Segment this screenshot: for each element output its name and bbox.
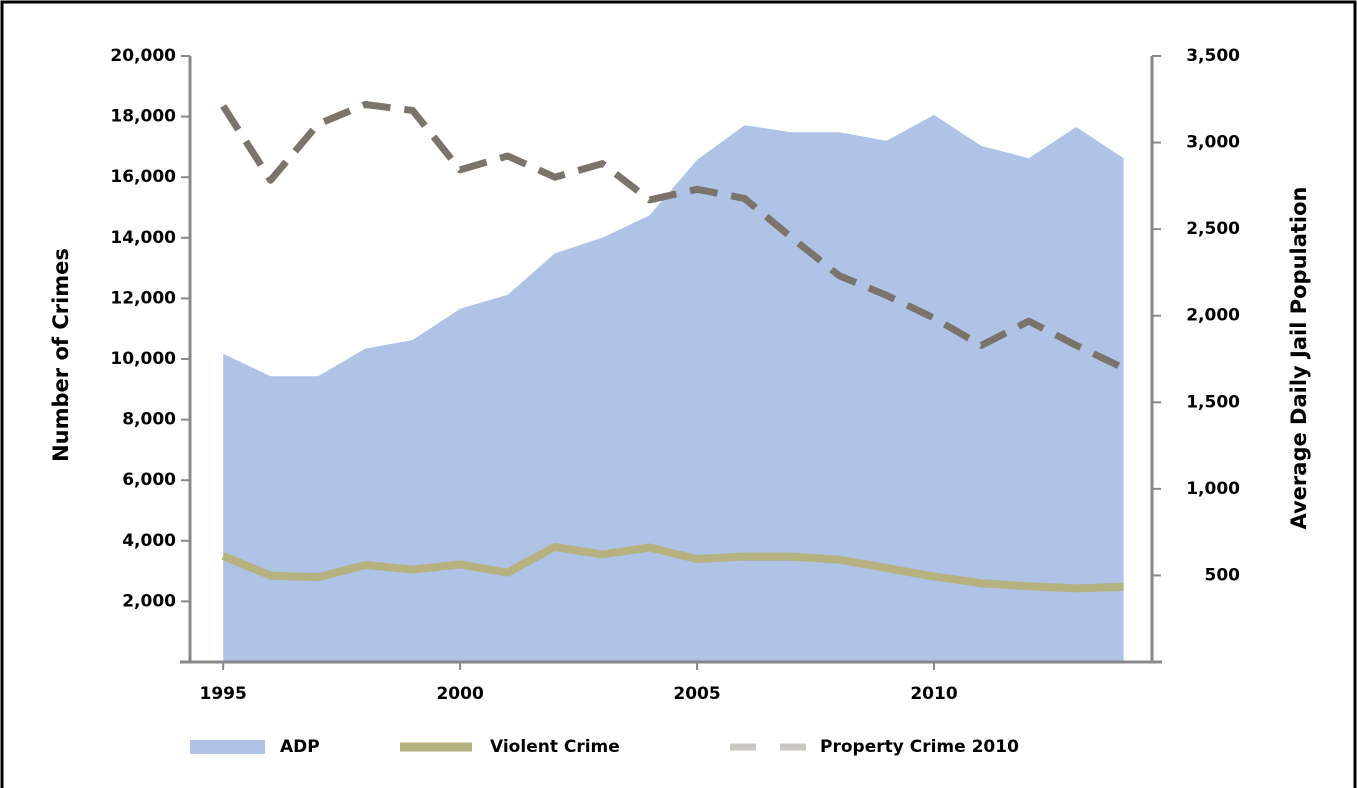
legend-label: Violent Crime <box>490 737 620 757</box>
x-tick-label: 2005 <box>673 684 720 704</box>
y-tick-label: 6,000 <box>122 470 176 490</box>
legend-swatch <box>190 740 265 754</box>
y-tick-label: 12,000 <box>110 288 176 308</box>
y2-tick-label: 500 <box>1205 565 1241 585</box>
y-axis-title: Number of Crimes <box>49 248 73 462</box>
line <box>221 542 1124 593</box>
y-tick-label: 16,000 <box>110 167 176 187</box>
y-tick-label: 10,000 <box>110 349 176 369</box>
y2-tick-label: 1,000 <box>1186 479 1240 499</box>
x-tick-label: 2010 <box>910 684 957 704</box>
x-tick-label: 1995 <box>200 684 247 704</box>
legend-label: Property Crime 2010 <box>820 737 1019 757</box>
legend-label: ADP <box>280 737 320 757</box>
y-tick-label: 18,000 <box>110 107 176 127</box>
y-tick-label: 4,000 <box>122 531 176 551</box>
line <box>220 101 1126 372</box>
y2-tick-label: 3,000 <box>1186 133 1240 153</box>
y2-tick-label: 2,000 <box>1186 306 1240 326</box>
y2-tick-label: 3,500 <box>1186 46 1240 66</box>
y-tick-label: 8,000 <box>122 410 176 430</box>
y-tick-label: 20,000 <box>110 46 176 66</box>
y2-axis-title: Average Daily Jail Population <box>1287 186 1311 529</box>
y-tick-label: 2,000 <box>122 591 176 611</box>
x-tick-label: 2000 <box>436 684 483 704</box>
area <box>223 114 1124 662</box>
y2-tick-label: 1,500 <box>1186 392 1240 412</box>
y-tick-label: 14,000 <box>110 228 176 248</box>
y2-tick-label: 2,500 <box>1186 219 1240 239</box>
